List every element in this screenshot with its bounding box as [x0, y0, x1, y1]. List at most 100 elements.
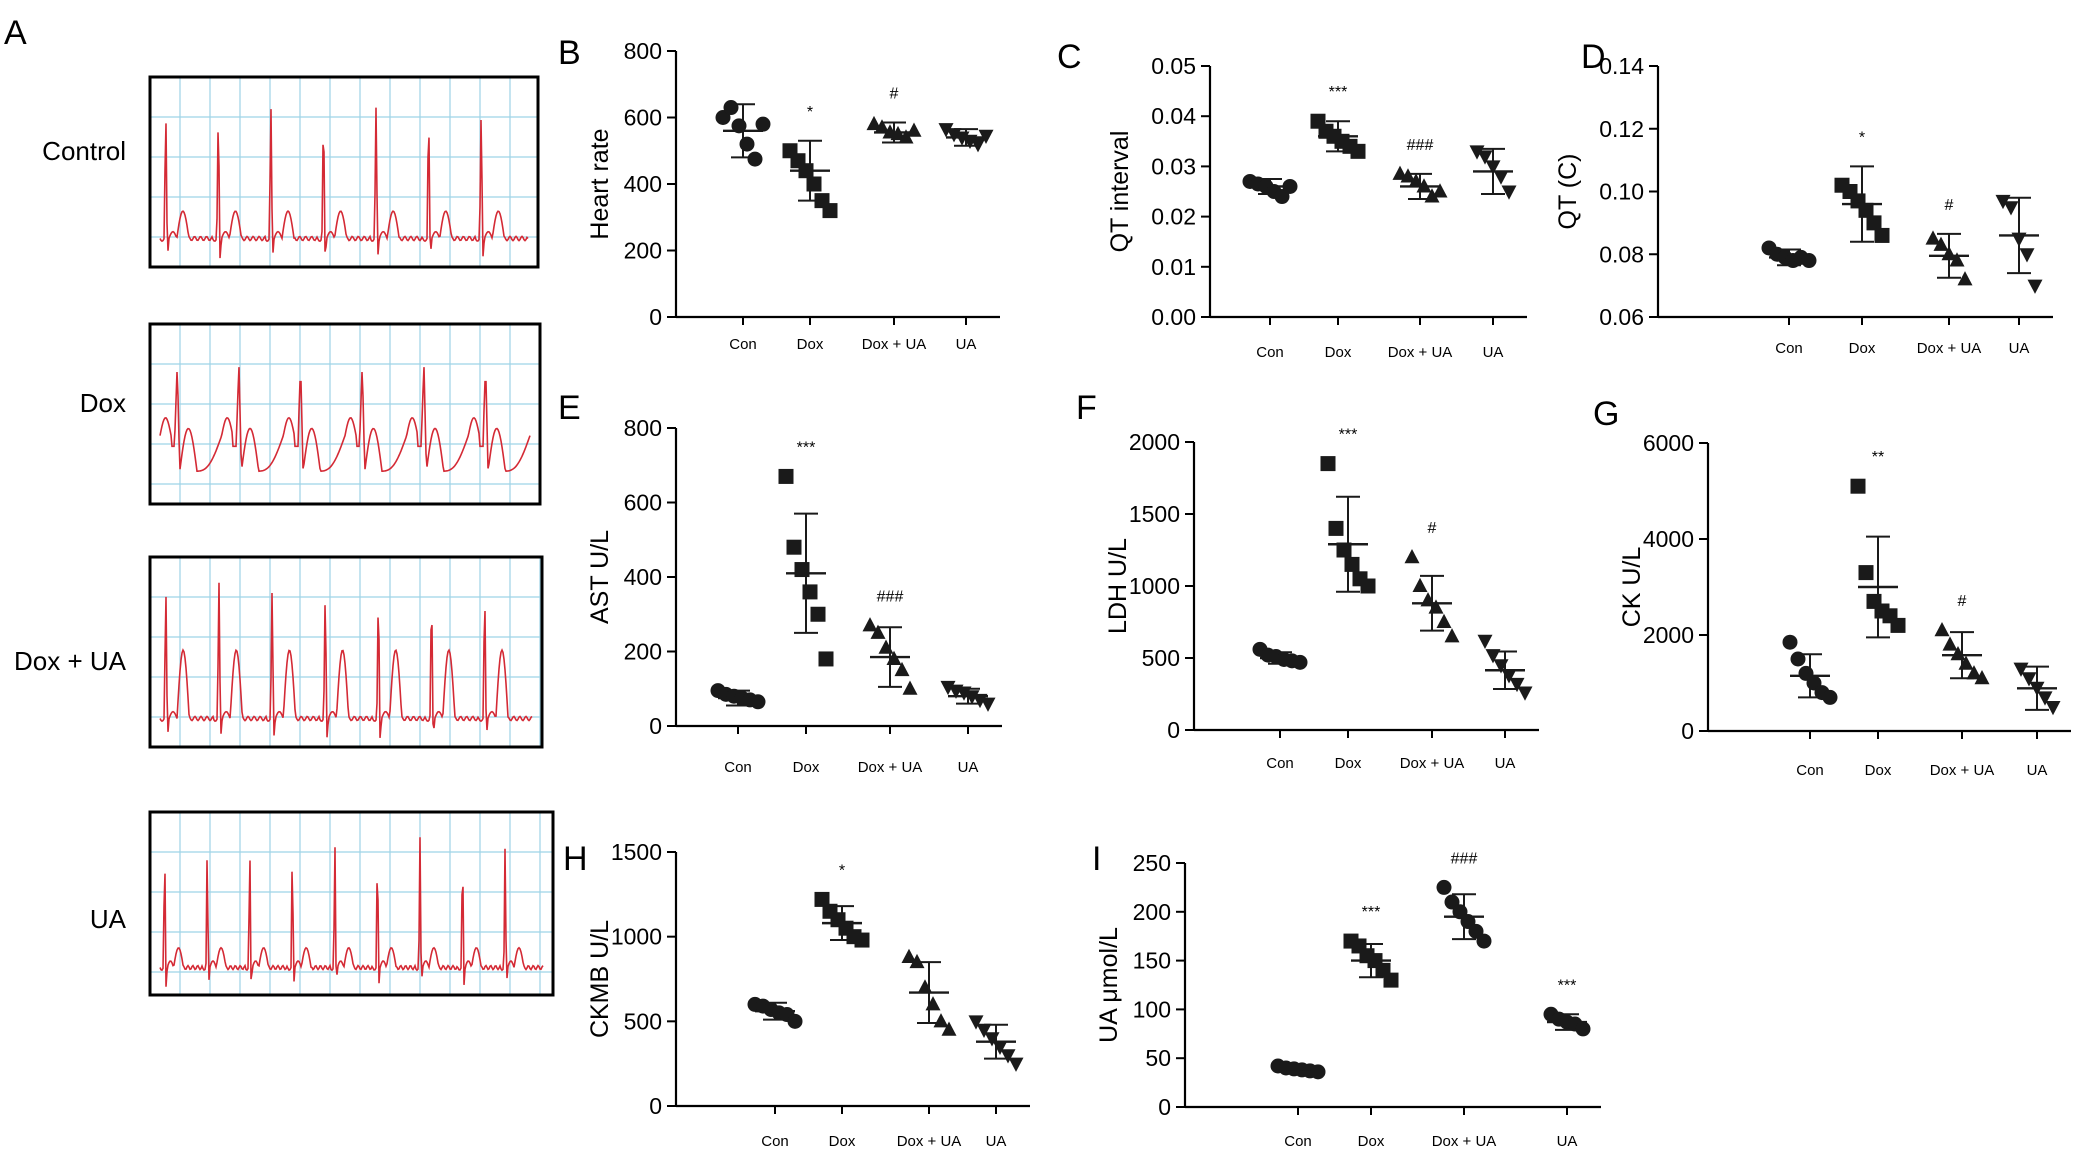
y-tick-label: 500 — [624, 1008, 662, 1034]
x-tick-label: Con — [729, 336, 757, 353]
y-tick-label: 0 — [649, 1093, 662, 1119]
data-point — [1782, 634, 1798, 650]
significance-label: # — [1945, 197, 1954, 214]
data-point — [1966, 665, 1982, 680]
data-point — [2021, 672, 2037, 687]
y-tick-label: 600 — [624, 105, 662, 131]
group-0 — [715, 100, 771, 167]
panel-label: C — [1057, 38, 1082, 76]
y-tick-label: 800 — [624, 415, 662, 441]
data-point — [787, 1013, 803, 1029]
data-point — [938, 123, 954, 138]
x-tick-label: UA — [958, 759, 979, 776]
data-point — [1934, 621, 1950, 637]
data-point — [2037, 691, 2053, 706]
y-tick-label: 500 — [1142, 645, 1180, 671]
data-point — [972, 693, 988, 709]
ecg-trace — [159, 367, 531, 473]
data-point — [1383, 972, 1399, 988]
x-tick-label: Dox — [1335, 755, 1362, 772]
x-tick-label: Dox + UA — [1917, 340, 1982, 357]
data-point — [778, 468, 794, 484]
data-point — [1444, 628, 1460, 643]
x-tick-label: UA — [1557, 1133, 1578, 1150]
data-point — [1432, 183, 1448, 198]
x-tick-label: Dox — [1849, 340, 1876, 357]
y-tick-label: 0.03 — [1151, 153, 1196, 179]
y-tick-label: 0 — [1167, 717, 1180, 743]
y-tick-label: 150 — [1133, 948, 1171, 974]
x-tick-label: Dox + UA — [1432, 1133, 1497, 1150]
data-point — [925, 996, 941, 1011]
y-axis-label: CK U/L — [1618, 547, 1646, 628]
ecg-trace — [159, 837, 544, 987]
group-3 — [938, 123, 994, 153]
data-point — [822, 203, 838, 219]
x-tick-label: Dox — [1325, 344, 1352, 361]
y-tick-label: 1000 — [1129, 573, 1180, 599]
x-tick-label: Con — [1284, 1133, 1312, 1150]
group-0 — [1782, 634, 1838, 705]
significance-label: # — [890, 85, 899, 102]
y-tick-label: 50 — [1145, 1045, 1171, 1071]
y-axis-label: LDH U/L — [1104, 538, 1132, 634]
y-axis-label: QT (C) — [1554, 154, 1582, 230]
group-1: *** — [1343, 904, 1399, 988]
data-point — [870, 624, 886, 639]
y-axis-label: AST U/L — [586, 530, 614, 624]
data-point — [901, 948, 917, 963]
data-point — [755, 116, 771, 132]
group-3 — [940, 680, 996, 712]
group-3 — [1995, 194, 2043, 294]
data-point — [2013, 662, 2029, 677]
y-tick-label: 4000 — [1643, 526, 1694, 552]
data-point — [794, 562, 810, 578]
panel-label-A: A — [4, 14, 27, 52]
significance-label: *** — [1558, 977, 1577, 994]
y-tick-label: 0 — [649, 304, 662, 330]
y-axis-label: QT interval — [1106, 131, 1134, 253]
y-tick-label: 200 — [1133, 899, 1171, 925]
significance-label: *** — [1339, 427, 1358, 444]
ecg-row-label: Dox — [80, 388, 126, 418]
x-tick-label: Dox + UA — [1388, 344, 1453, 361]
data-point — [1942, 636, 1958, 651]
panel-label: H — [563, 840, 588, 878]
chart-panel-H: H 0 500 1000 1500 CKMB U/L Con Dox * Dox + UA UA — [563, 839, 1030, 1150]
data-point — [818, 651, 834, 667]
y-tick-label: 0.05 — [1151, 53, 1196, 79]
data-point — [1436, 879, 1452, 895]
group-0 — [747, 996, 803, 1029]
data-point — [1866, 215, 1882, 231]
data-point — [854, 932, 870, 948]
y-tick-label: 2000 — [1643, 622, 1694, 648]
group-0 — [710, 683, 766, 710]
group-3 — [1469, 145, 1517, 200]
data-point — [941, 1021, 957, 1036]
group-1: *** — [1320, 427, 1376, 594]
chart-panel-E: E 0 200 400 600 800 AST U/L Con Dox *** Dox + UA ##… — [558, 389, 1002, 776]
data-point — [894, 661, 910, 677]
x-tick-label: UA — [2027, 762, 2048, 779]
data-point — [715, 110, 731, 125]
data-point — [1575, 1021, 1591, 1037]
data-point — [1404, 548, 1420, 564]
ecg-frame — [148, 555, 544, 749]
significance-label: ### — [1451, 850, 1478, 867]
y-tick-label: 0 — [649, 713, 662, 739]
x-tick-label: Dox — [793, 759, 820, 776]
data-point — [750, 694, 766, 710]
data-point — [1328, 520, 1344, 536]
ecg-frame — [148, 75, 540, 269]
data-point — [917, 979, 933, 994]
data-point — [878, 639, 894, 654]
x-tick-label: Dox + UA — [897, 1133, 962, 1150]
group-3: *** — [1543, 977, 1591, 1037]
x-tick-label: Con — [1775, 340, 1803, 357]
data-point — [723, 100, 739, 116]
data-point — [2045, 701, 2061, 716]
chart-panel-F: F 0 500 1000 1500 2000 LDH U/L Con Dox *** Dox + U… — [1076, 389, 1539, 772]
y-tick-label: 600 — [624, 490, 662, 516]
ecg-row-label: Control — [42, 136, 126, 166]
group-2: ### — [1392, 137, 1448, 203]
